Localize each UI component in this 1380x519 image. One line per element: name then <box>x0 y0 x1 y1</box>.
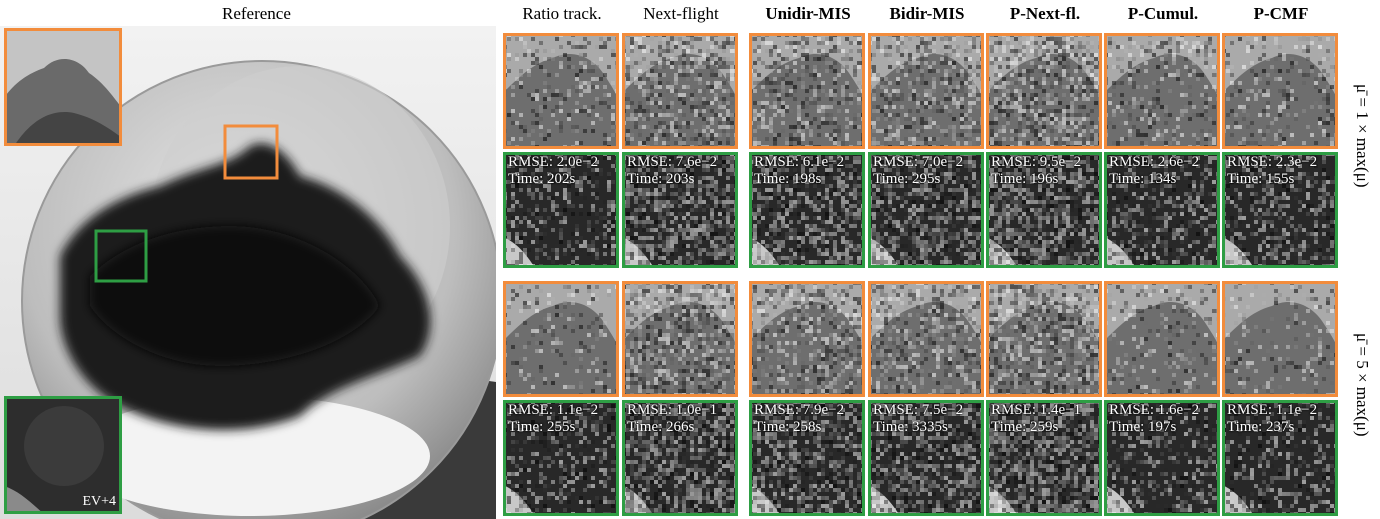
rmse-value: RMSE: 7.9e−2 <box>754 402 845 418</box>
column-header-5: P-Next-fl. <box>1009 4 1081 23</box>
green-crop-r1-c3: RMSE: 6.1e−2 Time: 198s <box>749 152 865 268</box>
green-crop-r2-c1: RMSE: 1.1e−2 Time: 255s <box>503 400 619 516</box>
orange-crop-marker <box>223 124 279 180</box>
orange-crop-r2-c2 <box>622 281 738 397</box>
green-crop-r1-c5: RMSE: 9.5e−2 Time: 196s <box>986 152 1102 268</box>
rmse-value: RMSE: 7.6e−2 <box>627 154 718 170</box>
green-crop-r1-c4: RMSE: 7.0e−2 Time: 295s <box>868 152 984 268</box>
rmse-value: RMSE: 2.6e−2 <box>1109 154 1200 170</box>
column-header-7: P-CMF <box>1253 4 1309 23</box>
green-crop-r1-c2: RMSE: 7.6e−2 Time: 203s <box>622 152 738 268</box>
time-value: Time: 134s <box>1109 171 1177 187</box>
orange-crop-r1-c4 <box>868 33 984 149</box>
rmse-value: RMSE: 1.1e−2 <box>1227 402 1318 418</box>
rmse-value: RMSE: 1.0e−1 <box>627 402 718 418</box>
orange-crop-r2-c4 <box>868 281 984 397</box>
time-value: Time: 255s <box>508 419 576 435</box>
time-value: Time: 202s <box>508 171 576 187</box>
metric-label: RMSE: 1.1e−2 Time: 255s <box>508 402 598 436</box>
metric-label: RMSE: 2.6e−2 Time: 134s <box>1109 154 1199 188</box>
orange-crop-r1-c5 <box>986 33 1102 149</box>
metric-label: RMSE: 7.0e−2 Time: 295s <box>873 154 963 188</box>
orange-crop-r2-c3 <box>749 281 865 397</box>
metric-label: RMSE: 2.3e−2 Time: 155s <box>1227 154 1317 188</box>
time-value: Time: 203s <box>627 171 695 187</box>
metric-label: RMSE: 1.0e−1 Time: 266s <box>627 402 717 436</box>
metric-label: RMSE: 6.1e−2 Time: 198s <box>754 154 844 188</box>
column-header-1: Ratio track. <box>522 4 602 23</box>
row-label-1: μ̄ = 1 × max(μ) <box>1353 84 1372 188</box>
green-crop-r2-c2: RMSE: 1.0e−1 Time: 266s <box>622 400 738 516</box>
reference-green-inset: EV+4 <box>4 396 122 514</box>
rmse-value: RMSE: 6.1e−2 <box>754 154 845 170</box>
metric-label: RMSE: 1.1e−2 Time: 237s <box>1227 402 1317 436</box>
orange-crop-r1-c3 <box>749 33 865 149</box>
time-value: Time: 198s <box>754 171 822 187</box>
time-value: Time: 237s <box>1227 419 1295 435</box>
metric-label: RMSE: 7.5e−2 Time: 3335s <box>873 402 963 436</box>
column-header-2: Next-flight <box>643 4 719 23</box>
metric-label: RMSE: 1.4e−1 Time: 259s <box>991 402 1081 436</box>
rmse-value: RMSE: 1.4e−1 <box>991 402 1082 418</box>
rmse-value: RMSE: 7.0e−2 <box>873 154 964 170</box>
orange-crop-r2-c5 <box>986 281 1102 397</box>
time-value: Time: 266s <box>627 419 695 435</box>
time-value: Time: 295s <box>873 171 941 187</box>
orange-crop-r2-c1 <box>503 281 619 397</box>
time-value: Time: 3335s <box>873 419 948 435</box>
reference-title: Reference <box>222 4 291 23</box>
time-value: Time: 259s <box>991 419 1059 435</box>
metric-label: RMSE: 9.5e−2 Time: 196s <box>991 154 1081 188</box>
time-value: Time: 197s <box>1109 419 1177 435</box>
rmse-value: RMSE: 1.6e−2 <box>1109 402 1200 418</box>
green-crop-r2-c7: RMSE: 1.1e−2 Time: 237s <box>1222 400 1338 516</box>
green-crop-r1-c7: RMSE: 2.3e−2 Time: 155s <box>1222 152 1338 268</box>
green-crop-r2-c5: RMSE: 1.4e−1 Time: 259s <box>986 400 1102 516</box>
green-crop-r2-c3: RMSE: 7.9e−2 Time: 258s <box>749 400 865 516</box>
exposure-label: EV+4 <box>82 494 116 509</box>
metric-label: RMSE: 2.0e−2 Time: 202s <box>508 154 598 188</box>
reference-image <box>0 26 496 519</box>
rmse-value: RMSE: 2.0e−2 <box>508 154 599 170</box>
orange-crop-r2-c7 <box>1222 281 1338 397</box>
orange-crop-r1-c1 <box>503 33 619 149</box>
metric-label: RMSE: 1.6e−2 Time: 197s <box>1109 402 1199 436</box>
reference-orange-inset <box>4 28 122 146</box>
green-crop-r1-c1: RMSE: 2.0e−2 Time: 202s <box>503 152 619 268</box>
green-crop-marker <box>94 229 148 283</box>
time-value: Time: 258s <box>754 419 822 435</box>
rmse-value: RMSE: 1.1e−2 <box>508 402 599 418</box>
orange-crop-r1-c2 <box>622 33 738 149</box>
time-value: Time: 155s <box>1227 171 1295 187</box>
rmse-value: RMSE: 9.5e−2 <box>991 154 1082 170</box>
metric-label: RMSE: 7.6e−2 Time: 203s <box>627 154 717 188</box>
green-crop-r2-c6: RMSE: 1.6e−2 Time: 197s <box>1104 400 1220 516</box>
rmse-value: RMSE: 7.5e−2 <box>873 402 964 418</box>
column-header-6: P-Cumul. <box>1127 4 1199 23</box>
orange-crop-r2-c6 <box>1104 281 1220 397</box>
time-value: Time: 196s <box>991 171 1059 187</box>
green-crop-r1-c6: RMSE: 2.6e−2 Time: 134s <box>1104 152 1220 268</box>
rmse-value: RMSE: 2.3e−2 <box>1227 154 1318 170</box>
column-header-3: Unidir-MIS <box>765 4 851 23</box>
green-crop-r2-c4: RMSE: 7.5e−2 Time: 3335s <box>868 400 984 516</box>
row-label-2: μ̄ = 5 × max(μ) <box>1353 333 1372 437</box>
orange-crop-r1-c7 <box>1222 33 1338 149</box>
orange-crop-r1-c6 <box>1104 33 1220 149</box>
metric-label: RMSE: 7.9e−2 Time: 258s <box>754 402 844 436</box>
column-header-4: Bidir-MIS <box>889 4 965 23</box>
